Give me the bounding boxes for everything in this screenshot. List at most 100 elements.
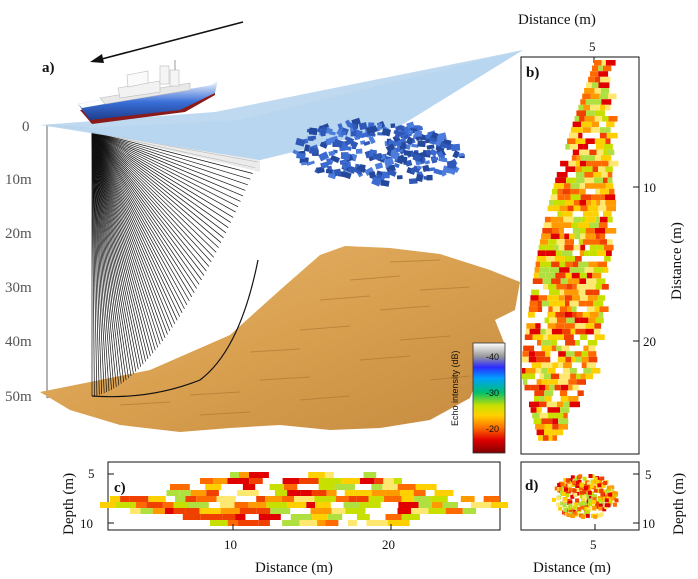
fish-mark — [412, 153, 422, 163]
echo-cell — [266, 502, 288, 508]
echo-cell — [561, 222, 572, 228]
sonar-beam-line — [91, 131, 171, 332]
fish-mark — [351, 143, 357, 150]
echo-cell — [572, 121, 582, 128]
echo-cell — [607, 239, 613, 245]
echo-cell — [574, 233, 581, 240]
echo-cell — [592, 211, 599, 217]
echo-cell — [566, 317, 575, 324]
echo-cell — [234, 502, 249, 508]
sonar-beam-line — [91, 131, 178, 321]
fish-mark — [426, 174, 433, 181]
echo-cell — [290, 514, 313, 520]
echo-cell — [539, 412, 548, 419]
echo-cell — [587, 205, 598, 212]
echo-cell — [281, 496, 294, 502]
sonar-beam-line — [91, 131, 185, 310]
sonar-beam-line — [91, 131, 117, 388]
echo-cell — [445, 508, 463, 514]
echo-cell — [575, 172, 585, 178]
echo-cell — [556, 496, 561, 501]
echo-cell — [432, 502, 443, 508]
echo-cell — [570, 127, 576, 133]
echo-cell — [600, 476, 605, 481]
echo-cell — [585, 509, 590, 514]
echo-cell — [148, 496, 166, 502]
echo-cell — [594, 116, 603, 122]
echo-cell — [601, 284, 609, 290]
echo-cell — [577, 390, 584, 396]
echo-cell — [587, 495, 592, 500]
echo-cell — [530, 384, 539, 391]
echo-cell — [576, 284, 587, 290]
echo-cell — [239, 472, 249, 478]
echo-cell — [591, 480, 596, 485]
echo-cell — [371, 484, 383, 490]
echo-cell — [579, 272, 587, 279]
echo-cell — [573, 216, 582, 223]
echo-cell — [135, 502, 147, 508]
echo-cell — [200, 478, 214, 484]
echo-cell — [543, 284, 548, 290]
echo-cell — [588, 317, 596, 324]
echo-cell — [299, 478, 319, 484]
echo-cell — [593, 477, 598, 481]
echo-cell — [595, 317, 604, 324]
echo-cell — [130, 508, 141, 514]
echo-cell — [538, 295, 548, 301]
echo-cell — [594, 138, 606, 144]
fish-mark — [353, 167, 363, 175]
seabed-surface — [40, 246, 520, 432]
panel-a: a) 0 10m 20m 30m 40m 50m — [5, 21, 523, 454]
echo-cell — [569, 144, 578, 150]
sonar-beam-line — [91, 131, 129, 379]
echo-cell — [385, 514, 402, 520]
sonar-beam-line — [91, 131, 193, 298]
echo-cell — [584, 494, 589, 499]
echo-cell — [554, 256, 565, 262]
echo-cell — [594, 228, 606, 234]
echo-cell — [129, 496, 149, 502]
echo-cell — [606, 132, 618, 139]
echo-cell — [570, 289, 579, 296]
echo-cell — [598, 503, 603, 508]
echo-cell — [584, 116, 595, 122]
echo-cell — [593, 295, 598, 301]
echo-cell — [470, 502, 491, 508]
echo-cell — [239, 508, 257, 514]
echo-cell — [544, 216, 551, 223]
echo-cell — [568, 250, 573, 256]
echo-cell — [601, 160, 609, 167]
echo-cell — [220, 508, 240, 514]
echo-cell — [578, 239, 583, 245]
fish-mark — [340, 152, 351, 161]
echo-cell — [393, 478, 402, 484]
colorbar-tick-40: -40 — [486, 352, 499, 362]
echo-cell — [595, 216, 600, 223]
echo-cell — [603, 211, 612, 217]
echo-cell — [596, 278, 606, 284]
echo-cell — [589, 312, 599, 318]
echo-cell — [582, 488, 587, 493]
echo-cell — [560, 396, 569, 402]
echo-cell — [541, 340, 551, 346]
sonar-beam-line — [91, 131, 122, 384]
echo-cell — [575, 491, 580, 496]
echo-cell — [550, 373, 560, 380]
echo-cell — [569, 510, 574, 515]
panel-c-y-tick-5: 5 — [88, 466, 95, 481]
sonar-beam-line — [91, 131, 156, 351]
echo-cell — [588, 261, 598, 268]
echo-cell — [270, 508, 291, 514]
echo-cell — [607, 216, 613, 223]
echo-cell — [581, 121, 592, 128]
echo-cell — [611, 496, 616, 501]
echo-cell — [577, 480, 582, 484]
echo-cell — [562, 211, 573, 217]
sonar-fan-top — [92, 132, 260, 172]
echo-cell — [205, 484, 222, 490]
echo-cell — [564, 183, 571, 189]
echo-cell — [582, 501, 587, 506]
echo-cell — [575, 485, 580, 490]
sonar-beam-line — [91, 131, 176, 325]
